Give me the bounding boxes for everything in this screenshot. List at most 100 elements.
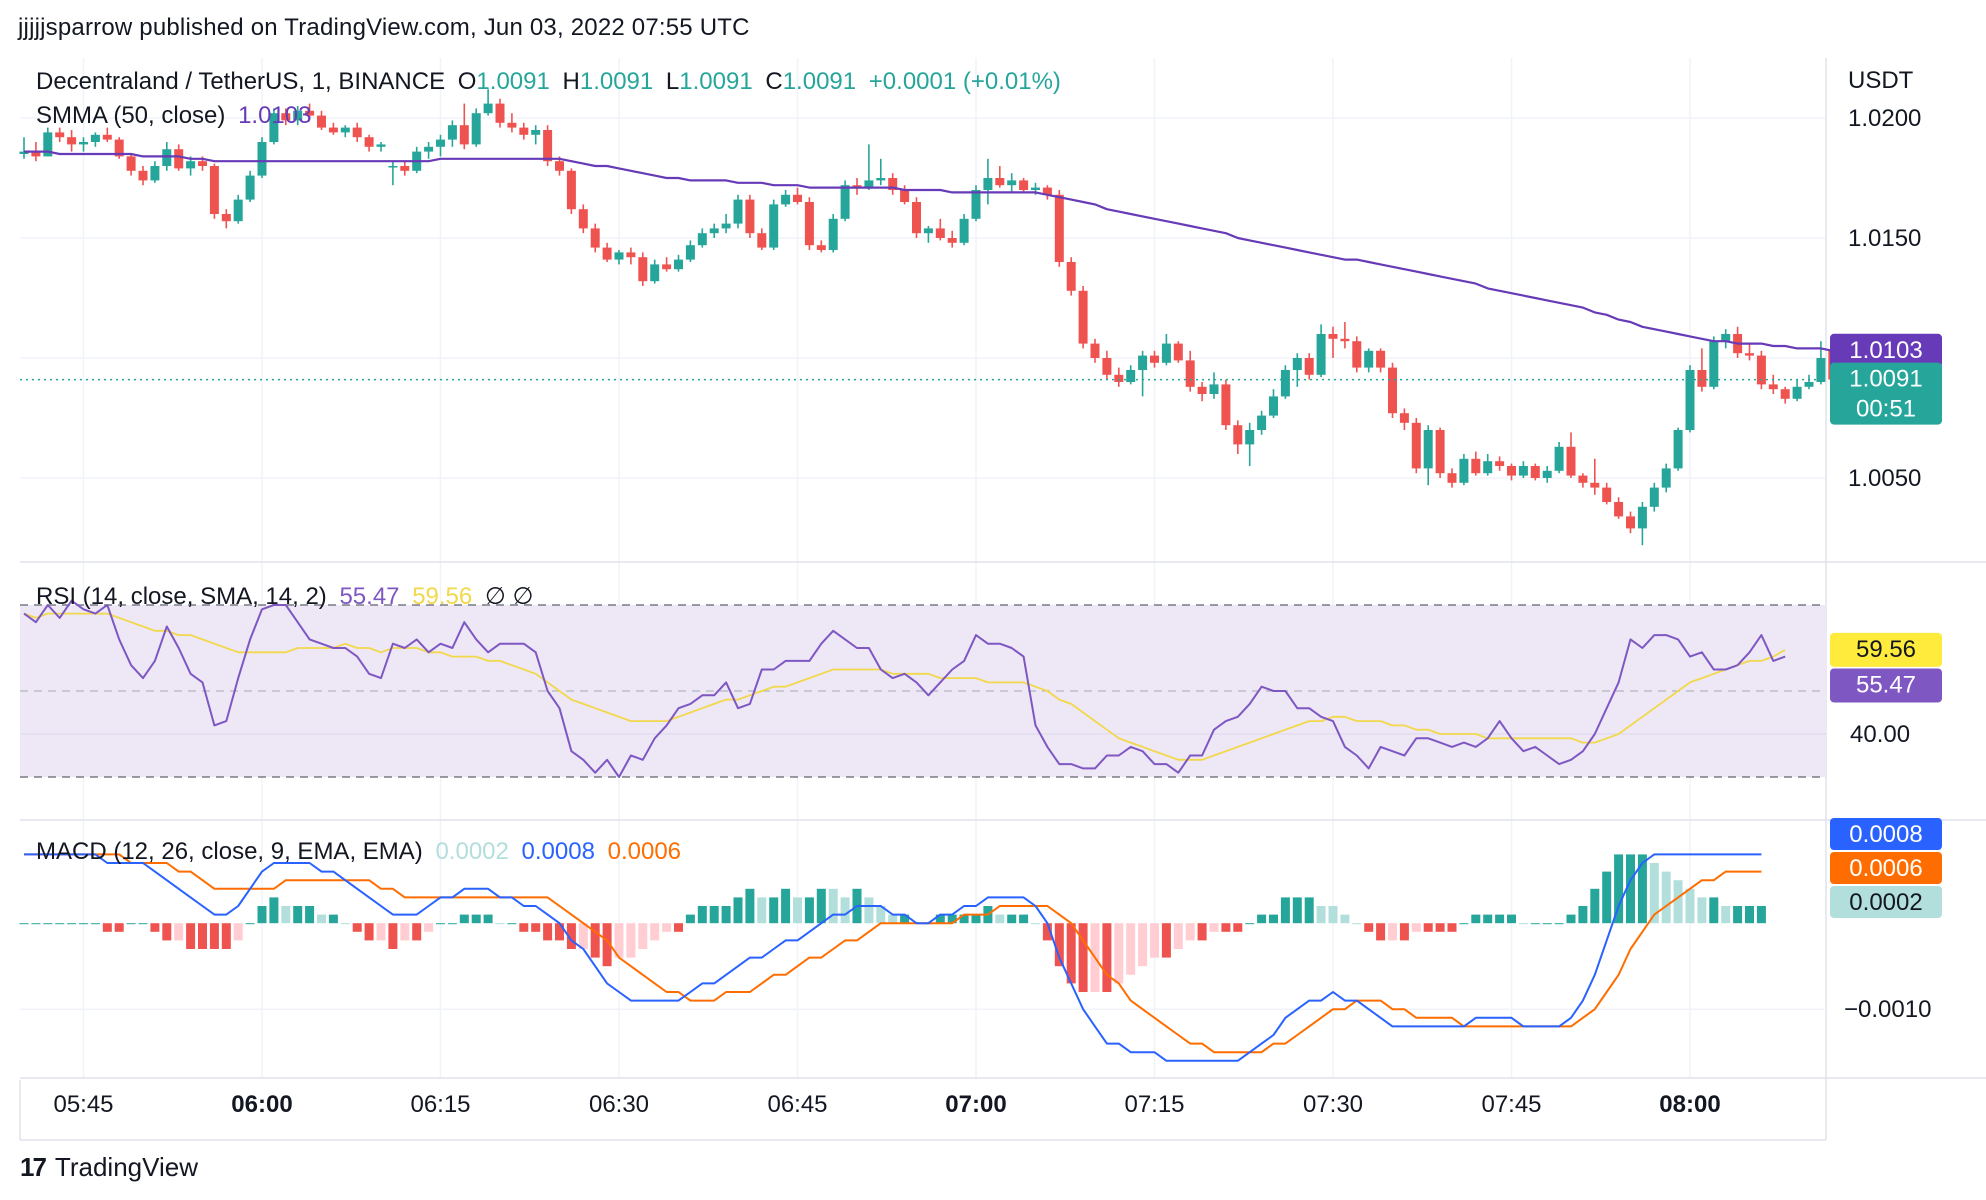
- candle: [114, 137, 124, 159]
- candle-body: [1269, 396, 1278, 416]
- ohlc-c-label: C: [765, 68, 783, 95]
- candle: [1090, 338, 1100, 363]
- candle-body: [1388, 367, 1397, 414]
- candle-body: [126, 156, 136, 171]
- candle-body: [1019, 180, 1029, 190]
- smma-line: [24, 150, 1845, 352]
- candle-body: [1197, 386, 1207, 394]
- macd-signal-badge-bg: [1830, 852, 1942, 884]
- grid: [19, 58, 1986, 1141]
- candle-body: [328, 127, 338, 133]
- candle: [281, 108, 291, 126]
- macd-hist-value: 0.0002: [435, 838, 509, 865]
- candle: [364, 134, 374, 152]
- macd-histogram-bar: [1197, 923, 1207, 941]
- candle-body: [590, 228, 600, 248]
- candle: [388, 161, 398, 186]
- macd-histogram-bar: [602, 923, 612, 967]
- macd-histogram-bar: [1447, 923, 1457, 932]
- candle: [1316, 324, 1326, 378]
- candle: [519, 122, 529, 140]
- macd-histogram-bar: [662, 923, 672, 932]
- smma-price-badge-text: 1.0103: [1849, 337, 1922, 364]
- macd-signal-line: [24, 853, 1762, 1054]
- candle-body: [804, 202, 814, 246]
- candle: [293, 106, 303, 126]
- candle: [1721, 329, 1731, 349]
- candle-body: [269, 113, 279, 142]
- candle: [566, 168, 576, 214]
- candle: [578, 204, 588, 234]
- macd-histogram-bar: [1138, 923, 1148, 967]
- price-axis-tick: 1.0150: [1848, 225, 1921, 252]
- smma-legend: SMMA (50, close) 1.0103: [36, 102, 317, 130]
- macd-histogram-bar: [1709, 897, 1719, 924]
- candle-body: [828, 218, 838, 250]
- macd-histogram-bar: [1673, 880, 1683, 924]
- macd-histogram-bar: [1031, 923, 1040, 925]
- candle-body: [79, 142, 88, 145]
- candle-body: [947, 238, 957, 243]
- candle-body: [471, 113, 481, 145]
- candle-body: [400, 166, 410, 171]
- macd-histogram-bar: [1649, 863, 1659, 924]
- macd-histogram-bar: [281, 906, 291, 924]
- macd-histogram-bar: [1637, 854, 1647, 924]
- macd-histogram-bar: [1150, 923, 1159, 958]
- macd-histogram-bar: [1435, 923, 1445, 932]
- candle: [90, 132, 100, 147]
- macd-histogram-bar: [1590, 888, 1600, 924]
- candle: [1411, 418, 1421, 474]
- macd-histogram-bar: [745, 888, 755, 924]
- candle: [1150, 350, 1159, 368]
- candle: [209, 163, 219, 219]
- candle: [317, 110, 326, 130]
- macd-histogram-bar: [769, 897, 779, 924]
- candle: [1173, 341, 1183, 363]
- rsi-badge-text: 55.47: [1856, 671, 1916, 698]
- macd-histogram-bar: [1019, 914, 1029, 924]
- candle: [495, 98, 505, 128]
- candle-body: [602, 247, 612, 260]
- candle-body: [840, 185, 850, 219]
- candle-body: [1471, 458, 1481, 474]
- candle: [1745, 343, 1754, 361]
- candle-body: [662, 264, 672, 270]
- tradingview-logo[interactable]: 17 TradingView: [20, 1152, 198, 1183]
- macd-histogram-bar: [376, 923, 386, 941]
- rsi-value: 55.47: [339, 583, 400, 610]
- macd-histogram-bar: [364, 923, 374, 941]
- candle: [340, 125, 350, 138]
- price-axis-tick: 1.0200: [1848, 105, 1921, 132]
- macd-histogram-bar: [233, 923, 243, 941]
- macd-histogram-bar: [1328, 906, 1338, 924]
- macd-histogram-bar: [1411, 923, 1421, 932]
- candle: [1042, 185, 1052, 200]
- candle-body: [1507, 466, 1516, 476]
- candle: [923, 226, 933, 243]
- candle-body: [1078, 290, 1088, 344]
- last-price-badge: 1.0091 00:51: [1830, 362, 1942, 425]
- candle: [1542, 466, 1552, 483]
- candle-body: [923, 228, 933, 234]
- candle-body: [447, 125, 457, 140]
- candle-body: [162, 149, 172, 166]
- macd-histogram-bar: [471, 914, 481, 924]
- candle: [1233, 420, 1243, 454]
- candle: [685, 240, 695, 262]
- candle-body: [1090, 343, 1100, 358]
- candle-body: [43, 132, 53, 157]
- candle: [1649, 482, 1659, 512]
- macd-histogram-bar: [590, 923, 600, 958]
- candle: [912, 197, 921, 238]
- candle-body: [436, 139, 445, 147]
- candle-body: [1768, 384, 1778, 390]
- candle-body: [221, 214, 231, 222]
- candle-body: [1661, 468, 1671, 488]
- candle: [55, 127, 65, 142]
- candle-body: [685, 245, 695, 260]
- candle: [400, 161, 410, 176]
- macd-histogram-bar: [483, 914, 493, 924]
- macd-histogram-bar: [935, 914, 945, 924]
